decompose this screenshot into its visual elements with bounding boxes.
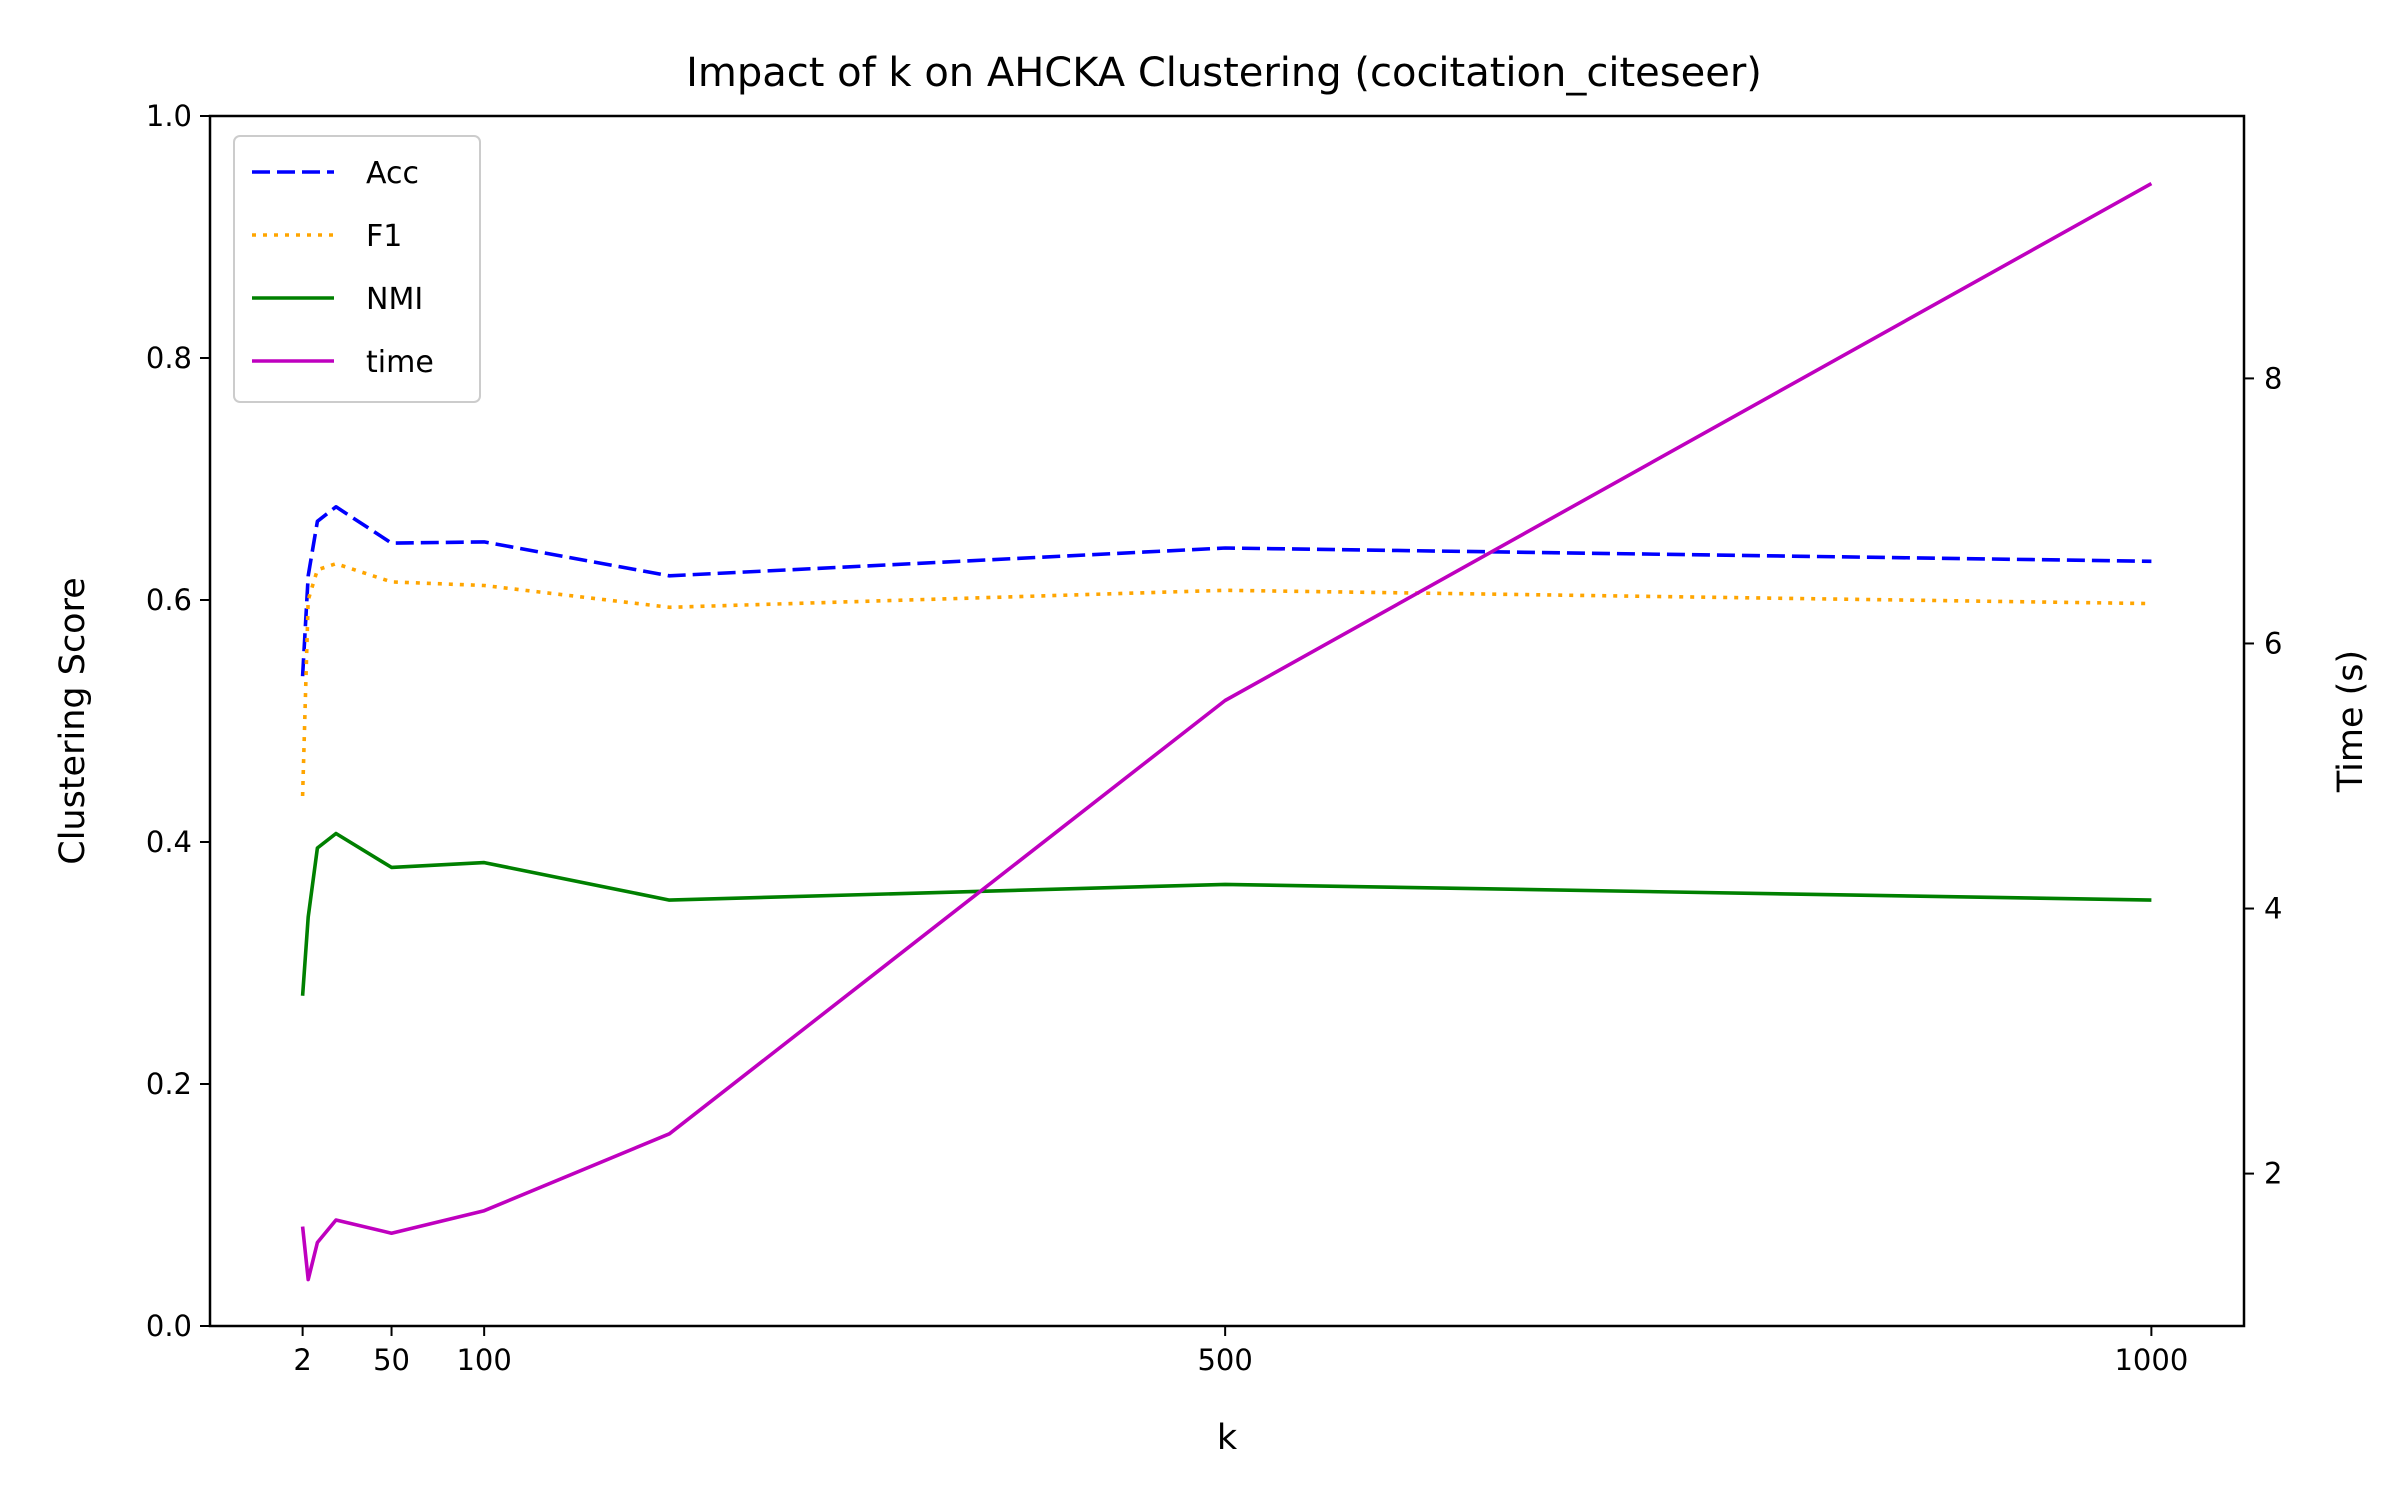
data-point-f1 <box>390 580 394 584</box>
legend-label-f1: F1 <box>366 219 402 254</box>
data-point-f1 <box>334 562 338 566</box>
data-point-acc <box>316 520 320 524</box>
x-tick-label: 100 <box>456 1343 511 1377</box>
y-tick-label: 0.4 <box>146 825 192 859</box>
data-point-acc <box>2150 559 2154 563</box>
data-point-acc <box>334 505 338 509</box>
y-axis-right: 2 4 6 8 <box>2244 361 2282 1191</box>
y-tick-label: 0.2 <box>146 1067 192 1101</box>
data-point-acc <box>668 574 672 578</box>
x-tick-label: 50 <box>373 1343 410 1377</box>
data-point-nmi <box>390 866 394 870</box>
data-point-f1 <box>306 598 310 602</box>
data-point-f1 <box>668 605 672 609</box>
x-tick-label: 1000 <box>2114 1343 2188 1377</box>
x-tick-label: 2 <box>293 1343 311 1377</box>
x-tick-label: 500 <box>1197 1343 1252 1377</box>
legend-label-nmi: NMI <box>366 282 423 317</box>
data-point-acc <box>306 574 310 578</box>
y2-tick-label: 2 <box>2264 1157 2282 1191</box>
plot-frame <box>208 114 2246 1328</box>
y-axis-label: Clustering Score <box>53 577 93 865</box>
data-point-f1 <box>482 584 486 588</box>
data-point-nmi <box>306 915 310 919</box>
data-point-time <box>316 1241 320 1245</box>
plot-lines <box>300 182 2154 1282</box>
data-point-time <box>334 1218 338 1222</box>
chart-title: Impact of k on AHCKA Clustering (cocitat… <box>686 50 1762 96</box>
data-point-acc <box>482 540 486 544</box>
data-point-nmi <box>316 846 320 850</box>
y-tick-label: 0.6 <box>146 583 192 617</box>
y2-tick-label: 8 <box>2264 361 2282 395</box>
data-point-time <box>301 1225 305 1229</box>
data-point-nmi <box>301 994 305 998</box>
data-point-f1 <box>301 794 305 798</box>
legend-label-acc: Acc <box>366 156 419 191</box>
series-line-nmi <box>300 831 2152 996</box>
data-point-time <box>1223 699 1227 703</box>
x-axis: 2 50 100 500 1000 <box>293 1326 2188 1377</box>
x-axis-label: k <box>1217 1418 1238 1458</box>
data-point-acc <box>1223 546 1227 550</box>
data-point-time <box>482 1209 486 1213</box>
data-point-time <box>390 1231 394 1235</box>
data-point-nmi <box>1223 883 1227 887</box>
data-point-time <box>2150 182 2154 186</box>
y-axis-left: 0.0 0.2 0.4 0.6 0.8 1.0 <box>146 99 210 1343</box>
data-point-f1 <box>316 568 320 572</box>
legend: Acc F1 NMI time <box>233 135 481 403</box>
y-tick-label: 1.0 <box>146 99 192 133</box>
y2-tick-label: 6 <box>2264 626 2282 660</box>
data-point-time <box>668 1132 672 1136</box>
legend-label-time: time <box>366 345 434 380</box>
data-point-nmi <box>2150 898 2154 902</box>
data-point-f1 <box>1223 589 1227 593</box>
y2-tick-label: 4 <box>2264 892 2282 926</box>
y2-axis-label: Time (s) <box>2331 650 2371 793</box>
data-point-nmi <box>482 861 486 865</box>
data-point-nmi <box>334 832 338 836</box>
data-point-acc <box>301 674 305 678</box>
data-point-acc <box>390 541 394 545</box>
data-point-nmi <box>668 898 672 902</box>
series-line-time <box>300 182 2153 1282</box>
data-point-time <box>306 1278 310 1282</box>
y-tick-label: 0.0 <box>146 1309 192 1343</box>
y-tick-label: 0.8 <box>146 341 192 375</box>
data-point-f1 <box>2150 602 2154 606</box>
legend-box <box>233 135 481 403</box>
